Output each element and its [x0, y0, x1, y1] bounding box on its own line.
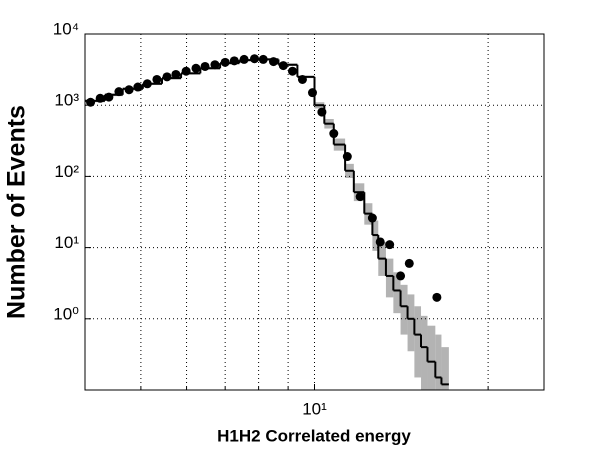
x-tick-label: 10¹: [302, 399, 327, 418]
data-point: [210, 60, 220, 70]
data-point: [278, 61, 288, 71]
data-point: [258, 54, 268, 64]
y-tick-label: 10⁰: [53, 304, 79, 323]
data-point: [288, 66, 298, 76]
data-point: [268, 57, 278, 67]
data-point: [181, 66, 191, 76]
data-point: [95, 93, 105, 103]
data-point: [114, 87, 124, 97]
data-point: [355, 192, 365, 202]
data-point: [297, 74, 307, 84]
error-band: [407, 294, 415, 352]
data-point: [171, 69, 181, 79]
error-band: [385, 258, 394, 298]
error-band: [393, 272, 401, 314]
data-point: [307, 88, 317, 98]
y-tick-label: 10⁴: [53, 19, 79, 38]
data-point: [124, 85, 134, 95]
data-point: [200, 61, 210, 71]
data-point: [367, 213, 377, 223]
data-point: [396, 271, 406, 281]
data-point: [432, 292, 442, 302]
data-point: [317, 107, 327, 117]
data-point: [404, 258, 414, 268]
data-point: [152, 74, 162, 84]
data-point: [86, 97, 96, 107]
error-band: [421, 315, 428, 390]
y-tick-label: 10¹: [54, 233, 79, 252]
y-axis-label: Number of Events: [3, 105, 31, 319]
error-band: [427, 325, 436, 390]
data-point: [142, 79, 152, 89]
data-point: [162, 72, 172, 82]
data-point: [220, 57, 230, 67]
data-point: [191, 63, 201, 73]
data-point: [229, 56, 239, 66]
data-point: [375, 237, 385, 247]
data-point: [385, 240, 395, 250]
x-axis-label: H1H2 Correlated energy: [217, 426, 411, 445]
data-point: [342, 152, 352, 162]
error-band: [441, 347, 449, 390]
y-tick-label: 10²: [54, 162, 79, 181]
data-point: [239, 54, 249, 64]
tick-layer: 10⁰ 10¹ 10² 10³ 10⁴ 10¹: [53, 19, 489, 418]
error-band: [400, 284, 408, 335]
data-point: [104, 92, 114, 102]
error-band: [414, 306, 422, 378]
points-layer: [86, 54, 442, 302]
data-point: [133, 82, 143, 92]
data-point: [329, 129, 339, 139]
data-point: [250, 54, 260, 64]
error-band: [435, 334, 442, 390]
y-tick-label: 10³: [54, 91, 79, 110]
